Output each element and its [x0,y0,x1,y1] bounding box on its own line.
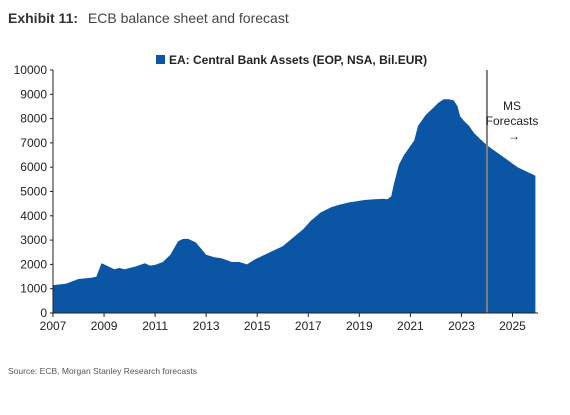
source-note: Source: ECB, Morgan Stanley Research for… [8,366,197,376]
series-area-0 [53,99,536,313]
y-tick-label: 8000 [20,112,47,126]
exhibit-header: Exhibit 11: ECB balance sheet and foreca… [8,10,289,26]
x-tick-label: 2007 [40,319,67,333]
annotation-arrow: → [508,129,520,143]
x-tick-label: 2017 [295,319,322,333]
x-tick-label: 2025 [499,319,526,333]
x-tick-label: 2009 [91,319,118,333]
legend-label: EA: Central Bank Assets (EOP, NSA, Bil.E… [169,53,427,67]
annotation-line2: Forecasts [486,114,539,128]
y-tick-label: 6000 [20,160,47,174]
y-tick-label: 10000 [14,63,48,77]
legend-swatch [156,55,165,64]
area-chart: EA: Central Bank Assets (EOP, NSA, Bil.E… [14,53,539,333]
x-tick-label: 2019 [346,319,373,333]
exhibit-label: Exhibit 11: [8,10,79,26]
y-tick-label: 7000 [20,136,47,150]
exhibit-title: ECB balance sheet and forecast [87,10,289,26]
y-tick-label: 3000 [20,233,47,247]
y-tick-label: 5000 [20,185,47,199]
y-tick-label: 9000 [20,87,47,101]
x-tick-label: 2023 [448,319,475,333]
y-tick-label: 0 [40,306,47,320]
y-tick-label: 1000 [20,282,47,296]
x-tick-label: 2013 [193,319,220,333]
y-tick-label: 4000 [20,209,47,223]
x-tick-label: 2015 [244,319,271,333]
y-tick-label: 2000 [20,257,47,271]
x-tick-label: 2011 [142,319,168,333]
annotation-line1: MS [503,99,521,113]
chart-legend: EA: Central Bank Assets (EOP, NSA, Bil.E… [156,53,427,67]
x-tick-label: 2021 [397,319,424,333]
forecast-annotation: MS Forecasts → [486,99,539,143]
